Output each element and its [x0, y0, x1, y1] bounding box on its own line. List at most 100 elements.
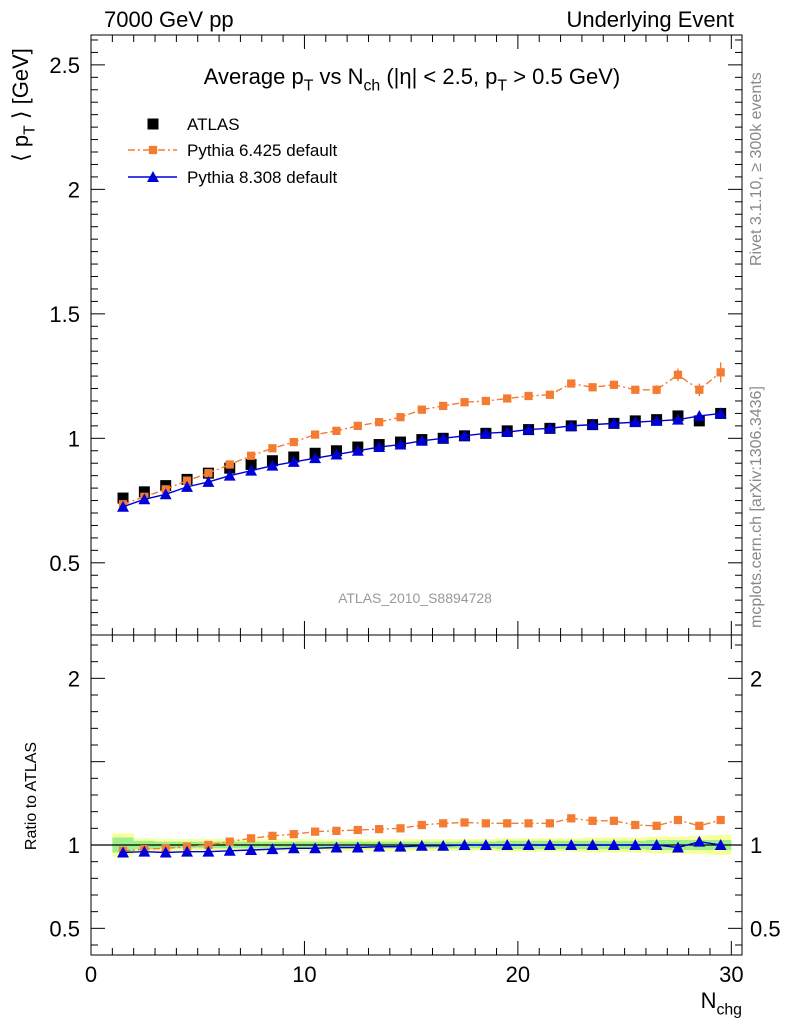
ratio-pythia8-point [672, 841, 684, 853]
pythia8-point [181, 480, 193, 492]
pythia8-point [437, 432, 450, 444]
pythia8-line [122, 412, 721, 508]
pythia8-point [693, 409, 706, 421]
analysis-watermark: ATLAS_2010_S8894728 [338, 590, 492, 606]
ratio-y-tick-label-right: 0.5 [750, 916, 781, 941]
ratio-plot-frame [90, 634, 743, 956]
pythia8-point [607, 417, 620, 429]
ratio-pythia6-point [353, 825, 362, 835]
main-y-axis-label-part: ⟩ [GeV] [8, 48, 33, 125]
pythia6-point [481, 396, 490, 406]
ratio-pythia6-point [695, 821, 704, 830]
pythia6-point [375, 418, 384, 427]
pythia6-line [122, 371, 722, 505]
ratio-pythia8-point [565, 839, 578, 850]
atlas-point [693, 415, 705, 427]
ratio-pythia8-point [287, 842, 300, 854]
pythia6-point [460, 398, 469, 407]
ratio-pythia8-point [437, 839, 450, 851]
chart-title-sub: T [304, 78, 314, 95]
ratio-pythia6-point [246, 834, 256, 843]
pythia8-point [309, 452, 322, 464]
legend-entry: ATLAS [147, 115, 240, 134]
ratio-pythia8-point [373, 840, 386, 852]
ratio-pythia6-point [439, 819, 448, 828]
ratio-pythia8-series [117, 835, 727, 858]
pythia8-point [117, 500, 129, 512]
ratio-pythia8-point [309, 842, 322, 854]
ratio-pythia8-point [202, 845, 215, 857]
ratio-pythia8-point [266, 843, 279, 855]
pythia8-point [223, 469, 236, 481]
pythia8-point [287, 456, 300, 467]
x-axis-label-part: N [701, 988, 717, 1013]
atlas-point [117, 492, 129, 504]
x-axis-label: Nchg [701, 988, 742, 1019]
pythia8-point [351, 444, 364, 456]
ratio-pythia8-point [543, 839, 556, 850]
pythia6-point [396, 413, 405, 422]
ratio-pythia8-point [223, 844, 236, 856]
ratio-pythia6-point [332, 826, 341, 835]
x-tick-label: 10 [292, 962, 316, 987]
atlas-point [138, 486, 150, 498]
pythia8-point [394, 438, 407, 450]
ratio-pythia8-point [117, 846, 129, 858]
ratio-pythia6-point [417, 820, 426, 830]
ratio-y-tick-label-right: 2 [750, 666, 762, 691]
header-right-label: Underlying Event [566, 7, 734, 32]
ratio-pythia6-point [375, 825, 384, 834]
pythia6-point [332, 426, 341, 435]
ratio-pythia8-point [650, 839, 663, 850]
legend-marker [148, 145, 158, 155]
pythia8-point [586, 418, 599, 430]
main-y-tick-label: 2.5 [49, 53, 80, 78]
pythia6-point [353, 421, 362, 430]
pythia8-series [117, 407, 727, 512]
ratio-pythia6-point [716, 815, 725, 825]
ratio-pythia6-point [503, 819, 512, 828]
pythia8-point [672, 413, 684, 425]
pythia8-point [714, 407, 727, 419]
ratio-pythia8-point [629, 839, 642, 850]
ratio-pythia6-point [652, 821, 661, 830]
legend-marker [147, 118, 159, 130]
x-tick-label: 30 [719, 962, 743, 987]
pythia6-point [310, 430, 320, 439]
legend-label: ATLAS [187, 115, 240, 134]
ratio-pythia8-point [351, 841, 364, 853]
main-y-axis-label-part: ⟨ p [8, 135, 33, 162]
x-tick-label: 0 [85, 962, 97, 987]
chart-title-part: > 0.5 GeV) [507, 64, 620, 89]
ratio-pythia6-point [225, 837, 234, 846]
ratio-pythia6-series [118, 814, 725, 855]
pythia8-point [479, 427, 492, 439]
ratio-pythia6-point [289, 830, 298, 839]
pythia6-point [417, 405, 426, 414]
pythia8-point [202, 475, 215, 487]
pythia8-point [266, 459, 279, 471]
pythia6-point [524, 391, 533, 401]
pythia6-point [631, 385, 640, 394]
atlas-point [245, 458, 257, 470]
x-tick-label: 20 [506, 962, 530, 987]
ratio-pythia8-point [458, 839, 471, 850]
pythia6-point [588, 383, 597, 392]
ratio-pythia6-point [204, 840, 213, 850]
ratio-pythia6-point [396, 824, 405, 833]
legend-entry: Pythia 6.425 default [128, 141, 338, 160]
legend-marker [147, 171, 159, 182]
pythia6-point [545, 390, 555, 399]
ratio-pythia8-point [714, 839, 727, 850]
main-y-tick-label: 2 [68, 177, 80, 202]
legend-label: Pythia 8.308 default [187, 168, 338, 187]
pythia8-point [650, 414, 663, 426]
ratio-pythia6-point [524, 819, 533, 828]
pythia6-point [716, 368, 725, 377]
pythia8-point [543, 422, 556, 434]
main-y-tick-label: 0.5 [49, 551, 80, 576]
ratio-pythia6-point [545, 819, 555, 828]
ratio-pythia8-point [330, 841, 343, 853]
pythia8-point [501, 426, 514, 438]
